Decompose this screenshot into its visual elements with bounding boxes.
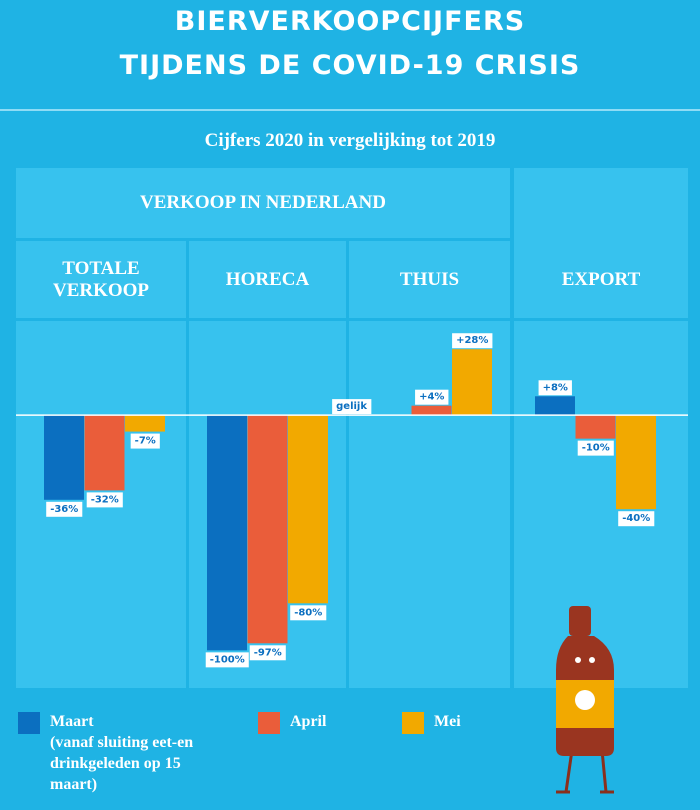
group-label: VERKOOP IN NEDERLAND [140,192,386,213]
value-label: +4% [419,392,444,403]
category-label: THUIS [399,268,460,290]
value-label-box [290,605,327,621]
value-label: +28% [456,335,488,346]
value-label: -36% [50,504,78,515]
value-label: -97% [254,647,282,658]
chart-title: BIERVERKOOPCIJFERS [174,6,526,37]
value-label-box [249,645,286,661]
value-label-box [577,440,614,456]
value-label: +8% [543,382,568,393]
value-label-box [130,433,160,449]
legend-note: (vanaf sluiting eet-en drinkgeleden op 1… [50,734,194,793]
value-label: -100% [210,654,245,665]
value-label-box [452,333,493,349]
bar [288,415,328,604]
value-label-box [86,492,123,508]
legend-swatch [18,712,40,734]
bar [125,415,165,432]
value-label-box [415,389,449,405]
bar [575,415,616,439]
value-label-box [538,380,572,396]
category-label: HORECA [225,268,310,290]
subtitle: Cijfers 2020 in vergelijking tot 2019 [204,130,496,151]
value-label-box [46,501,83,517]
value-label: -10% [582,443,610,454]
value-label-box [205,652,249,668]
category-label: TOTALE VERKOOP [52,257,150,301]
bar [411,405,452,416]
bar [452,349,492,416]
legend-swatch [258,712,280,734]
legend-swatch [402,712,424,734]
legend-label: Mei [434,713,461,730]
legend-label: Maart [50,713,94,730]
value-label: -32% [91,494,119,505]
chart-title: TIJDENS DE COVID-19 CRISIS [119,50,581,81]
value-label-box [618,511,655,527]
bar [44,415,84,500]
bottle [556,606,614,794]
bar [84,415,125,491]
category-label: EXPORT [561,268,641,290]
bar [207,415,247,651]
bar [535,396,575,416]
bar [616,415,656,510]
value-label: -7% [135,436,156,447]
value-label: -40% [622,513,650,524]
bar [247,415,288,644]
value-label: -80% [294,607,322,618]
value-label-box [332,399,372,415]
legend-label: April [290,713,327,730]
value-label: gelijk [336,401,367,412]
